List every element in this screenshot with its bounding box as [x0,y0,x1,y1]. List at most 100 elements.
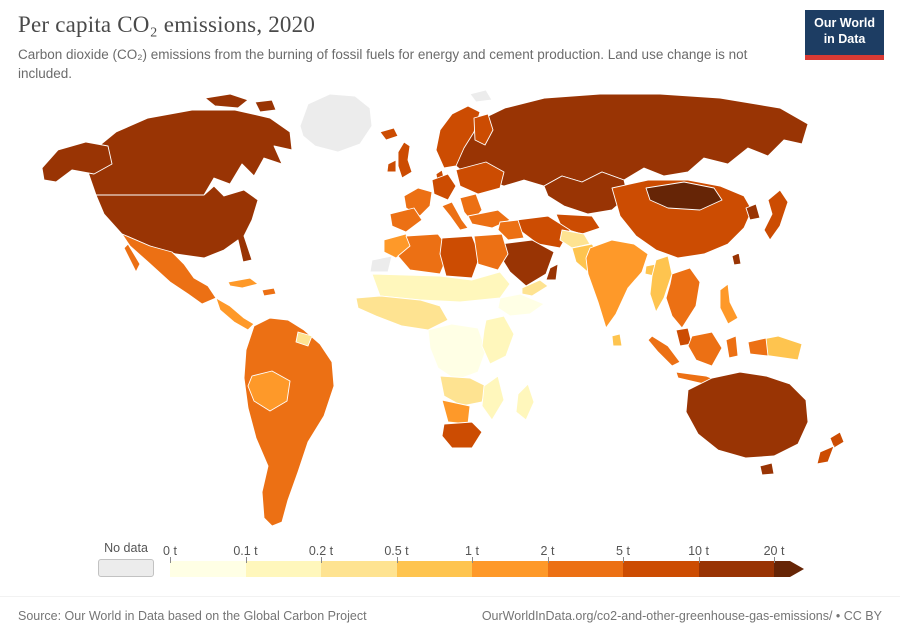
country-eastern-europe[interactable] [455,161,505,195]
country-tasmania[interactable] [759,462,775,476]
legend-tick [170,557,171,563]
legend-segment-0.5-1[interactable] [396,561,472,577]
footer-link[interactable]: OurWorldInData.org/co2-and-other-greenho… [481,609,882,623]
legend-tick-label: 20 t [763,544,785,558]
country-new-zealand-south[interactable] [816,445,835,465]
country-west-africa[interactable] [355,295,449,331]
country-south-korea[interactable] [745,203,761,221]
country-myanmar[interactable] [649,255,673,313]
legend-tick-label: 0.1 t [233,544,258,558]
legend-scale: 0 t 0.1 t 0.2 t 0.5 t 1 t 2 t 5 t 10 t 20 t [163,544,804,577]
legend-arrow-segment [774,561,790,577]
owid-logo-line1: Our World [814,16,875,30]
country-sri-lanka[interactable] [611,333,623,347]
chart-subtitle: Carbon dioxide (CO₂) emissions from the … [18,47,748,81]
country-finland[interactable] [473,113,494,146]
legend-tick [396,557,398,563]
country-canada[interactable] [87,109,293,196]
country-taiwan[interactable] [731,252,742,266]
legend-tick-label: 1 t [465,544,479,558]
legend-no-data-swatch[interactable] [98,559,154,577]
country-western-sahara[interactable] [369,255,393,273]
legend-tick-label: 0.2 t [308,544,334,558]
legend-bar [170,557,804,577]
country-new-zealand-north[interactable] [829,431,845,449]
legend-segment-10-20[interactable] [698,561,774,577]
country-peru-bolivia[interactable] [247,370,291,412]
country-united-kingdom[interactable] [397,141,413,179]
country-guyana-suriname[interactable] [295,331,313,347]
legend-segment-0-0.1[interactable] [170,561,246,577]
owid-logo[interactable]: Our World in Data [805,10,884,61]
footer: Source: Our World in Data based on the G… [0,596,900,635]
legend-no-data[interactable]: No data [98,541,154,577]
country-iceland[interactable] [379,127,399,141]
legend-tick-label: 10 t [688,544,709,558]
country-borneo[interactable] [687,331,723,367]
legend-tick [774,557,775,563]
world-map [41,89,845,527]
country-greenland[interactable] [299,93,373,153]
country-yemen[interactable] [521,279,549,297]
country-india[interactable] [585,239,649,329]
legend-tick [623,557,624,563]
country-mozambique[interactable] [481,375,505,421]
page-title: Per capita CO₂ emissions, 2020 [18,12,316,37]
country-hispaniola[interactable] [261,287,277,297]
country-horn-of-africa[interactable] [497,293,545,317]
country-sumatra[interactable] [647,335,681,367]
country-philippines[interactable] [719,283,739,325]
legend-segment-5-10[interactable] [623,561,699,577]
country-sulawesi[interactable] [725,335,739,359]
country-iberia[interactable] [389,207,423,233]
country-germany-central-europe[interactable] [431,173,457,201]
chart-header: Per capita CO₂ emissions, 2020 Carbon di… [18,12,790,84]
country-east-africa[interactable] [481,315,515,365]
owid-logo-line2: in Data [823,31,866,46]
country-central-africa[interactable] [427,323,487,381]
country-canadian-arctic-islands-west[interactable] [204,93,249,109]
country-indochina[interactable] [665,267,701,329]
country-alaska[interactable] [41,141,113,183]
country-united-states[interactable] [95,185,259,263]
legend-no-data-label: No data [104,541,148,555]
country-mongolia[interactable] [645,181,723,211]
legend-tick-label: 0.5 t [384,544,409,558]
country-russia[interactable] [455,93,809,187]
country-cuba[interactable] [227,277,259,289]
legend-tick [547,557,549,563]
country-libya[interactable] [439,235,481,279]
legend-tick-label: 5 t [616,544,630,558]
legend-tick-label: 0 t [163,544,177,558]
legend-segment-1-2[interactable] [472,561,548,577]
legend: No data 0 t 0.1 t 0.2 t 0.5 t 1 t 2 t 5 t 10 t 2… [98,541,804,577]
legend-segment-2-5[interactable] [547,561,623,577]
country-egypt[interactable] [473,233,509,271]
footer-source: Source: Our World in Data based on the G… [18,609,367,623]
country-algeria[interactable] [397,233,451,275]
country-ireland[interactable] [386,159,397,173]
country-australia[interactable] [685,371,809,459]
country-japan[interactable] [763,189,789,241]
legend-tick-label: 2 t [540,544,555,558]
country-baja-california[interactable] [123,243,141,273]
country-central-america[interactable] [215,297,255,331]
legend-segment-0.2-0.5[interactable] [321,561,397,577]
country-south-america[interactable] [243,317,335,527]
country-italy[interactable] [441,201,469,231]
legend-tick [321,557,322,563]
country-west-papua[interactable] [747,337,769,357]
country-svalbard[interactable] [469,89,493,103]
country-canadian-arctic-islands-east[interactable] [254,99,277,113]
legend-tick [245,557,247,563]
country-iraq-syria[interactable] [497,219,525,241]
legend-arrow-icon [790,561,804,577]
country-oman[interactable] [545,263,559,281]
legend-segment-0.1-0.2[interactable] [245,561,321,577]
country-south-africa[interactable] [441,421,483,449]
country-madagascar[interactable] [515,383,535,421]
legend-tick [698,557,700,563]
legend-tick-labels: 0 t 0.1 t 0.2 t 0.5 t 1 t 2 t 5 t 10 t 20 t [163,544,784,561]
legend-segments [170,557,775,577]
